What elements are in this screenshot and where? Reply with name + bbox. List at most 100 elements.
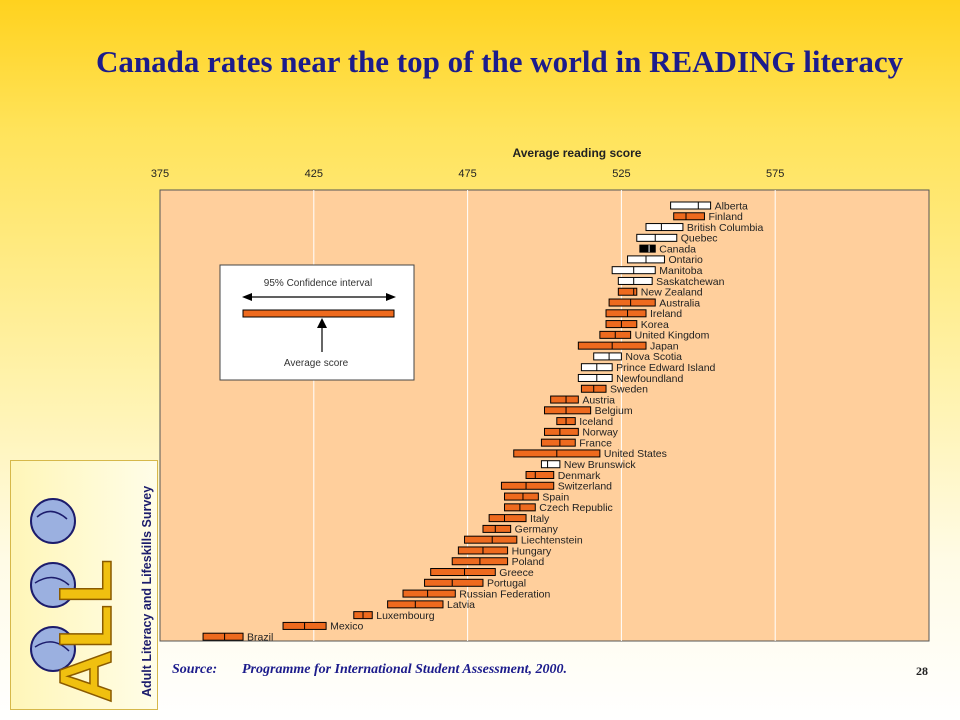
category-label: New Zealand [641, 287, 703, 299]
interval-bar [525, 471, 555, 479]
interval-bar [639, 244, 656, 253]
interval-row: Mexico [282, 621, 364, 633]
interval-row: United States [513, 448, 667, 460]
interval-row: United Kingdom [599, 330, 710, 342]
globe-icon [30, 498, 76, 672]
interval-bar [577, 373, 613, 382]
interval-row: Manitoba [611, 265, 703, 277]
interval-row: Denmark [525, 470, 601, 482]
category-label: Mexico [330, 621, 363, 633]
legend-box: 95% Confidence interval Average score [219, 264, 415, 381]
interval-row: Germany [482, 524, 559, 536]
interval-bar [605, 309, 647, 318]
category-label: Latvia [447, 599, 475, 611]
interval-row: Australia [608, 297, 700, 309]
interval-bar [617, 287, 638, 296]
category-label: Luxembourg [376, 610, 435, 622]
x-tick-label-375: 375 [151, 168, 169, 180]
category-label: Nova Scotia [625, 351, 682, 363]
interval-row: Belgium [544, 405, 633, 417]
x-tick-label-575: 575 [766, 168, 784, 180]
interval-bar [670, 201, 712, 210]
interval-row: Latvia [387, 599, 475, 611]
legend-pointer-head [317, 318, 327, 328]
interval-row: New Brunswick [540, 459, 637, 471]
x-tick-label-475: 475 [458, 168, 476, 180]
interval-row: Italy [488, 513, 550, 525]
category-label: Switzerland [558, 481, 612, 493]
source-label: Source: [172, 662, 218, 677]
x-axis-ticks: 375 425 475 525 575 [151, 168, 785, 180]
interval-row: Czech Republic [504, 502, 613, 514]
interval-row: Prince Edward Island [580, 362, 716, 374]
category-label: Newfoundland [616, 373, 683, 385]
category-label: Ontario [668, 254, 703, 266]
category-label: Czech Republic [539, 502, 613, 514]
category-label: Canada [659, 243, 696, 255]
category-label: Poland [512, 556, 545, 568]
category-label: Russian Federation [459, 588, 550, 600]
category-label: New Brunswick [564, 459, 637, 471]
source-text: Programme for International Student Asse… [242, 662, 568, 677]
interval-row: Newfoundland [577, 373, 683, 385]
category-label: Italy [530, 513, 550, 525]
interval-bar [424, 578, 484, 587]
category-label: Prince Edward Island [616, 362, 715, 374]
interval-row: New Zealand [617, 287, 703, 299]
legend-arrow-right-head [386, 293, 396, 301]
interval-bar [482, 524, 512, 533]
interval-row: Switzerland [500, 481, 612, 493]
category-label: Norway [582, 427, 618, 439]
interval-row: British Columbia [645, 222, 764, 234]
interval-row: Ontario [627, 254, 703, 266]
interval-row: France [540, 437, 612, 449]
legend-arrow-left-head [242, 293, 252, 301]
x-tick-label-425: 425 [305, 168, 323, 180]
interval-row: Liechtenstein [464, 534, 583, 546]
interval-row: Brazil [202, 632, 273, 644]
interval-row: Norway [544, 427, 619, 439]
all-survey-logo: ALL Adult Literacy and Lifeskills Survey [10, 460, 158, 710]
category-label: Manitoba [659, 265, 702, 277]
gridlines [313, 190, 776, 641]
interval-bar [608, 298, 656, 307]
category-label: British Columbia [687, 222, 764, 234]
interval-bar [464, 535, 518, 544]
category-label: Germany [515, 524, 559, 536]
interval-row: Sweden [580, 384, 648, 396]
interval-bar [500, 481, 555, 490]
legend-title: 95% Confidence interval [264, 278, 372, 289]
interval-row: Japan [577, 340, 679, 352]
legend-sample-bar [242, 309, 395, 318]
x-tick-label-525: 525 [612, 168, 630, 180]
interval-row: Luxembourg [353, 610, 435, 622]
logo-text: Adult Literacy and Lifeskills Survey [140, 486, 154, 697]
category-label: Hungary [512, 545, 552, 557]
category-label: Greece [499, 567, 534, 579]
interval-row: Poland [451, 556, 545, 568]
interval-bar [544, 406, 592, 415]
x-axis-title: Average reading score [513, 146, 642, 160]
category-label: Austria [582, 394, 615, 406]
interval-row: Quebec [636, 233, 718, 245]
category-label: Australia [659, 297, 700, 309]
category-label: Japan [650, 340, 679, 352]
category-label: Alberta [715, 200, 748, 212]
interval-bar [673, 212, 705, 221]
source-note: Source: Programme for International Stude… [172, 662, 567, 678]
category-label: Sweden [610, 384, 648, 396]
interval-row: Saskatchewan [617, 276, 725, 288]
category-label: Spain [542, 491, 569, 503]
category-label: Brazil [247, 632, 273, 644]
interval-bar [540, 438, 576, 447]
page-title: Canada rates near the top of the world i… [96, 44, 904, 79]
plot-area [159, 189, 930, 642]
logo-initials: ALL [44, 559, 127, 703]
category-label: Belgium [595, 405, 633, 417]
category-label: Quebec [681, 233, 718, 245]
interval-row: Korea [605, 319, 669, 331]
interval-row: Alberta [670, 200, 748, 212]
interval-row: Iceland [556, 416, 613, 428]
